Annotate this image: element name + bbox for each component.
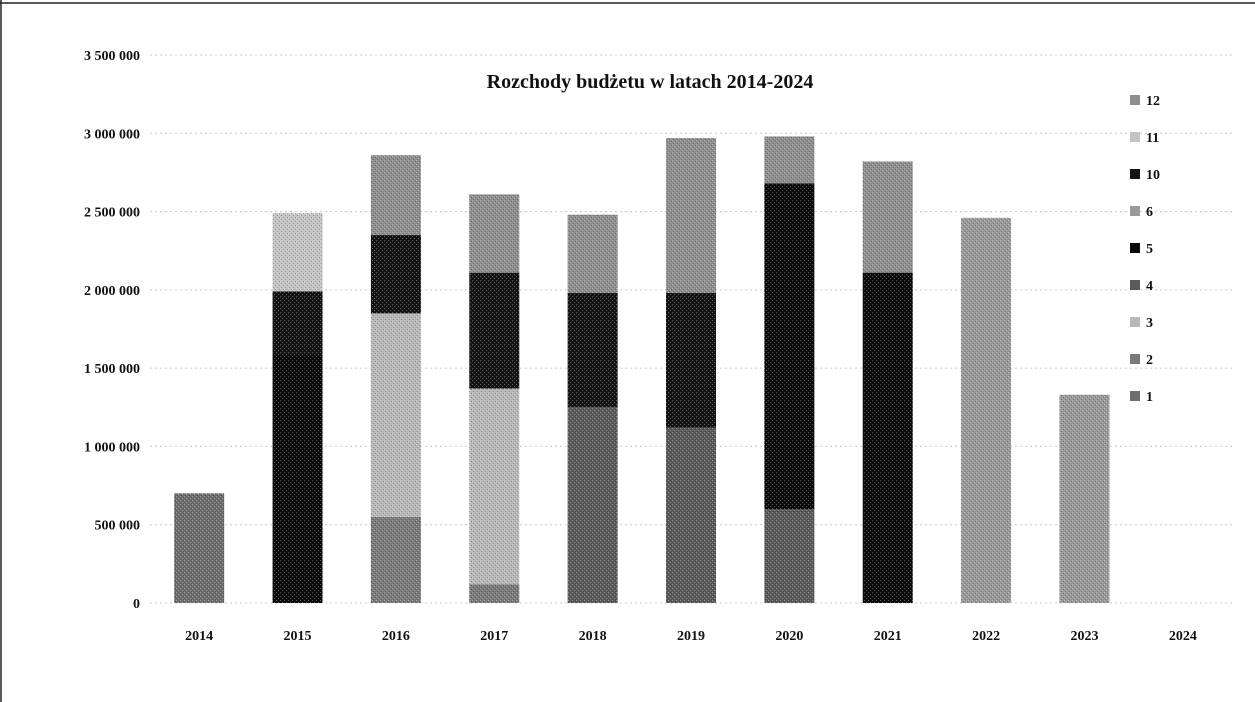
bar-texture	[862, 272, 913, 603]
bar-texture	[370, 235, 421, 314]
bar-texture	[469, 584, 520, 603]
bar-texture	[370, 313, 421, 517]
bar-texture	[469, 272, 520, 389]
bar-texture	[469, 388, 520, 585]
legend-label: 6	[1146, 205, 1153, 220]
legend-swatch	[1130, 354, 1140, 364]
y-tick-label: 2 500 000	[84, 206, 140, 221]
y-tick-label: 1 500 000	[84, 362, 140, 377]
x-tick-label: 2019	[677, 629, 705, 644]
legend-label: 11	[1146, 131, 1159, 146]
y-axis: 0 500 000 1 000 000 1 500 000 2 000 000 2 500…	[84, 49, 140, 612]
y-tick-label: 1 000 000	[84, 440, 140, 455]
bar-texture	[272, 291, 323, 355]
legend-swatch	[1130, 95, 1140, 105]
x-tick-label: 2024	[1169, 629, 1197, 644]
x-tick-label: 2015	[284, 629, 312, 644]
y-tick-label: 0	[133, 597, 140, 612]
legend-swatch	[1130, 169, 1140, 179]
x-tick-label: 2017	[480, 629, 508, 644]
legend-label: 3	[1146, 316, 1153, 331]
y-tick-label: 2 000 000	[84, 284, 140, 299]
bar-texture	[567, 292, 618, 408]
legend-label: 4	[1146, 279, 1153, 294]
x-tick-label: 2020	[775, 629, 803, 644]
x-tick-label: 2018	[579, 629, 607, 644]
legend-label: 1	[1146, 390, 1153, 405]
legend-label: 5	[1146, 242, 1153, 257]
legend-swatch	[1130, 317, 1140, 327]
bar-texture	[666, 292, 716, 428]
legend-swatch	[1130, 391, 1140, 401]
x-tick-label: 2021	[874, 629, 902, 644]
x-tick-label: 2023	[1070, 629, 1098, 644]
bar-texture	[666, 427, 716, 603]
chart-title: Rozchody budżetu w latach 2014-2024	[487, 71, 814, 93]
bar-texture	[666, 137, 716, 293]
legend-swatch	[1130, 280, 1140, 290]
bar-texture	[272, 354, 323, 603]
x-axis: 2014 2015 2016 2017 2018 2019 2020 2021 2022 2023…	[185, 629, 1197, 644]
x-tick-label: 2016	[382, 629, 410, 644]
y-tick-label: 500 000	[95, 519, 141, 534]
bar-texture	[174, 493, 225, 603]
bar-texture	[370, 155, 421, 236]
legend-label: 10	[1146, 168, 1160, 183]
bars	[174, 136, 1110, 603]
x-tick-label: 2014	[185, 629, 213, 644]
bar-texture	[764, 183, 815, 510]
x-tick-label: 2022	[972, 629, 1000, 644]
legend-swatch	[1130, 132, 1140, 142]
bar-texture	[862, 161, 913, 273]
y-tick-label: 3 500 000	[84, 49, 140, 64]
bar-texture	[567, 407, 618, 603]
y-tick-label: 3 000 000	[84, 127, 140, 142]
legend-swatch	[1130, 243, 1140, 253]
legend-label: 2	[1146, 353, 1153, 368]
bar-texture	[961, 217, 1012, 603]
bar-texture	[1059, 394, 1110, 603]
bar-texture	[764, 136, 815, 184]
bar-texture	[567, 214, 618, 293]
bar-texture	[370, 516, 421, 603]
legend: 12 11 10 6 5 4 3 2 1	[1130, 94, 1160, 405]
legend-label: 12	[1146, 94, 1160, 109]
bar-texture	[272, 213, 323, 292]
bar-texture	[764, 509, 815, 603]
legend-swatch	[1130, 206, 1140, 216]
bar-texture	[469, 194, 520, 273]
